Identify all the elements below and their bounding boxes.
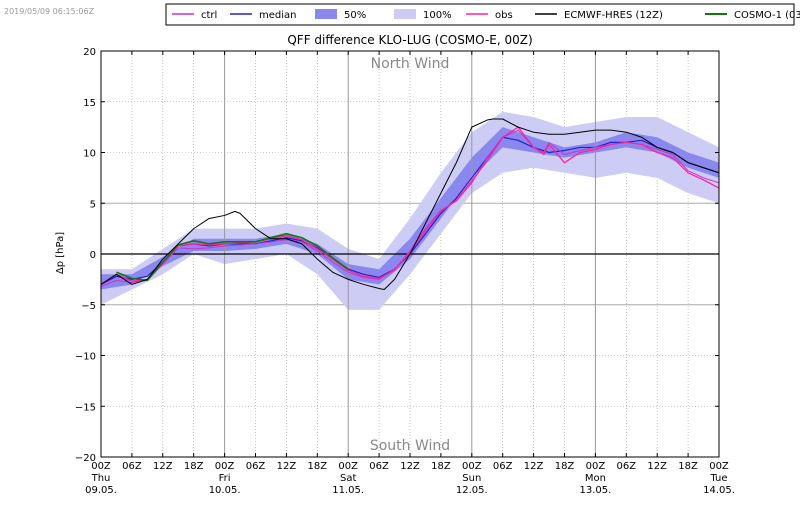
y-axis-label: Δp [hPa] <box>55 232 66 274</box>
legend-label: 100% <box>423 10 452 21</box>
x-tick-label: 00Z <box>91 461 111 472</box>
x-tick-label: Tue <box>709 473 727 484</box>
x-tick-label: 00Z <box>709 461 729 472</box>
grid <box>101 51 719 457</box>
annotations: North Wind South Wind <box>370 56 450 454</box>
x-tick-label: 06Z <box>246 461 266 472</box>
y-tick-label: 0 <box>90 250 96 261</box>
x-tick-label: 12.05. <box>456 485 488 496</box>
y-tick-label: 15 <box>83 98 96 109</box>
legend-swatch <box>315 9 337 19</box>
x-tick-label: 18Z <box>555 461 575 472</box>
x-tick-label: 06Z <box>122 461 142 472</box>
timestamp: 2019/05/09 06:15:06Z <box>4 7 95 16</box>
legend-item-ctrl: ctrl <box>172 10 217 21</box>
legend-item-median: median <box>230 10 297 21</box>
series-cosmo-1-03z <box>116 232 349 282</box>
x-tick-label: Sat <box>340 473 356 484</box>
x-tick-label: 11.05. <box>332 485 364 496</box>
x-tick-label: 14.05. <box>703 485 735 496</box>
legend-label: COSMO-1 (03Z) <box>734 10 800 21</box>
legend-label: median <box>259 10 297 21</box>
series-obs <box>100 126 720 285</box>
legend-item-cosmo-1-03z: COSMO-1 (03Z) <box>705 10 800 21</box>
y-tick-label: −10 <box>75 352 96 363</box>
x-tick-label: 18Z <box>184 461 204 472</box>
x-tick-label: 00Z <box>338 461 358 472</box>
legend-item-ecmwf-hres-12z: ECMWF-HRES (12Z) <box>535 10 663 21</box>
annotation-north-wind: North Wind <box>371 56 450 72</box>
x-tick-label: Thu <box>91 473 111 484</box>
x-tick-label: 00Z <box>462 461 482 472</box>
x-tick-label: Mon <box>585 473 606 484</box>
band-50pct <box>101 127 719 290</box>
y-tick-label: 5 <box>90 199 96 210</box>
legend-item-50: 50% <box>315 9 366 21</box>
legend-item-obs: obs <box>466 10 513 21</box>
y-tick-label: 20 <box>83 47 96 58</box>
y-tick-label: −15 <box>75 402 96 413</box>
legend: ctrl median 50% 100% obs ECMWF-HRES (12Z) COSM… <box>165 3 800 26</box>
x-tick-label: 12Z <box>277 461 297 472</box>
y-tick-label: −5 <box>81 301 96 312</box>
chart-title: QFF difference KLO-LUG (COSMO-E, 00Z) <box>287 33 532 47</box>
y-tick-label: −20 <box>75 453 96 464</box>
x-tick-label: 10.05. <box>209 485 241 496</box>
x-tick-label: 13.05. <box>579 485 611 496</box>
x-tick-label: 12Z <box>647 461 667 472</box>
annotation-south-wind: South Wind <box>370 438 450 454</box>
legend-label: ECMWF-HRES (12Z) <box>564 10 663 21</box>
bands <box>101 111 719 310</box>
x-tick-label: 06Z <box>617 461 637 472</box>
x-tick-label: 12Z <box>153 461 173 472</box>
x-tick-label: 06Z <box>493 461 513 472</box>
y-axis: −20 −15 −10 −5 0 5 10 15 20 <box>75 47 719 464</box>
x-tick-label: 12Z <box>524 461 544 472</box>
x-tick-label: 18Z <box>308 461 328 472</box>
x-tick-label: Sun <box>462 473 481 484</box>
legend-label: obs <box>495 10 513 21</box>
band-100pct <box>101 111 719 310</box>
x-tick-label: Fri <box>219 473 231 484</box>
x-tick-label: 18Z <box>678 461 698 472</box>
x-tick-label: 00Z <box>586 461 606 472</box>
x-tick-label: 00Z <box>215 461 235 472</box>
x-tick-label: 12Z <box>400 461 420 472</box>
legend-label: 50% <box>344 10 366 21</box>
x-tick-label: 18Z <box>431 461 451 472</box>
legend-label: ctrl <box>201 10 217 21</box>
series-lines <box>100 118 720 291</box>
x-tick-label: 09.05. <box>85 485 117 496</box>
series-ecmwf-hres-12z <box>100 118 720 291</box>
y-tick-label: 10 <box>83 149 96 160</box>
x-tick-label: 06Z <box>369 461 389 472</box>
legend-swatch <box>394 9 416 19</box>
legend-item-100: 100% <box>394 9 452 21</box>
